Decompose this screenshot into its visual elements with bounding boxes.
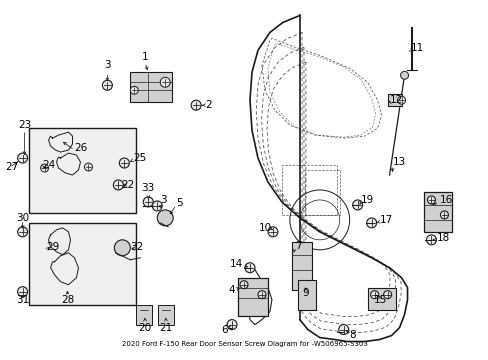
Text: 8: 8: [349, 329, 356, 339]
Text: 31: 31: [16, 294, 29, 305]
Circle shape: [427, 196, 435, 204]
Circle shape: [366, 218, 376, 228]
Text: 12: 12: [389, 95, 402, 105]
Text: 2020 Ford F-150 Rear Door Sensor Screw Diagram for -W506965-S303: 2020 Ford F-150 Rear Door Sensor Screw D…: [122, 341, 366, 347]
Text: 30: 30: [16, 213, 29, 223]
Text: 9: 9: [302, 288, 308, 298]
Text: 27: 27: [6, 162, 19, 172]
Text: 2: 2: [204, 100, 211, 110]
Circle shape: [102, 80, 112, 90]
Bar: [29, 223, 136, 305]
Bar: [281, 165, 336, 215]
Circle shape: [119, 158, 129, 168]
Text: 18: 18: [436, 233, 449, 243]
Text: 23: 23: [18, 120, 31, 130]
Bar: [304, 170, 339, 215]
Circle shape: [426, 235, 436, 245]
Text: 11: 11: [410, 43, 423, 53]
Text: 5: 5: [176, 198, 183, 208]
Bar: [130, 72, 172, 102]
Circle shape: [383, 291, 391, 299]
Bar: [387, 94, 401, 106]
Circle shape: [258, 291, 265, 299]
Circle shape: [84, 163, 92, 171]
Bar: [158, 305, 174, 325]
Circle shape: [113, 180, 123, 190]
Text: 26: 26: [74, 143, 87, 153]
Text: 24: 24: [42, 160, 56, 170]
Bar: [297, 280, 315, 310]
Circle shape: [191, 100, 201, 110]
Circle shape: [157, 210, 173, 226]
Circle shape: [18, 227, 27, 237]
Circle shape: [400, 71, 407, 79]
Text: 17: 17: [379, 215, 392, 225]
Text: 7: 7: [294, 241, 301, 251]
Text: 3: 3: [104, 60, 110, 70]
Circle shape: [143, 197, 153, 207]
Circle shape: [267, 227, 277, 237]
Text: 3: 3: [160, 195, 166, 205]
Text: 1: 1: [142, 52, 148, 62]
Text: 10: 10: [258, 223, 271, 233]
Bar: [424, 192, 451, 232]
Text: 29: 29: [46, 242, 60, 252]
Circle shape: [397, 96, 405, 104]
Circle shape: [41, 164, 48, 172]
Circle shape: [370, 291, 378, 299]
Text: 13: 13: [392, 157, 405, 167]
Circle shape: [18, 287, 27, 297]
Bar: [238, 278, 267, 316]
Text: 14: 14: [229, 259, 243, 269]
Text: 25: 25: [133, 153, 146, 163]
Text: 22: 22: [122, 180, 135, 190]
Text: 33: 33: [142, 183, 155, 193]
Circle shape: [244, 263, 254, 273]
Text: 21: 21: [159, 323, 172, 333]
Circle shape: [152, 201, 162, 211]
Bar: [29, 128, 136, 213]
Text: 19: 19: [360, 195, 373, 205]
Text: 4: 4: [228, 285, 235, 295]
Circle shape: [18, 153, 27, 163]
Text: 15: 15: [373, 294, 386, 305]
Bar: [136, 305, 152, 325]
Circle shape: [114, 240, 130, 256]
Circle shape: [226, 320, 237, 329]
Circle shape: [160, 77, 170, 87]
Circle shape: [130, 86, 138, 94]
Circle shape: [240, 281, 247, 289]
Text: 28: 28: [61, 295, 74, 305]
Text: 16: 16: [439, 195, 452, 205]
Bar: [291, 242, 311, 290]
Circle shape: [338, 325, 348, 334]
Bar: [367, 288, 395, 310]
Circle shape: [352, 200, 362, 210]
Text: 32: 32: [129, 242, 142, 252]
Circle shape: [440, 211, 447, 219]
Text: 6: 6: [221, 325, 227, 334]
Text: 20: 20: [139, 323, 152, 333]
